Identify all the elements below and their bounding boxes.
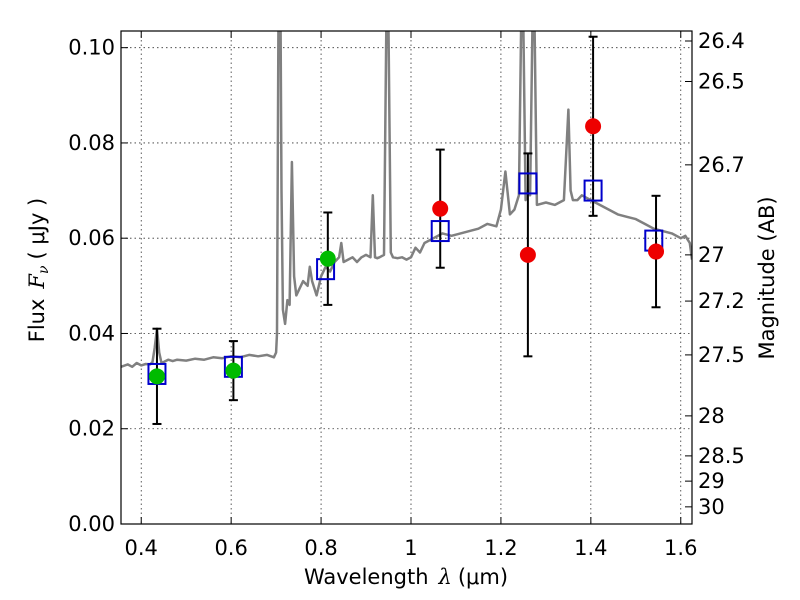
x-axis-ticks: 0.4 0.6 0.8 1 1.2 1.4 1.6 (125, 31, 697, 560)
magnitude-tick-label: 26.4 (698, 29, 745, 53)
magnitude-tick-label: 29 (698, 469, 725, 493)
spectrum-line (121, 31, 692, 369)
x-tick-label: 1.2 (484, 536, 517, 560)
x-tick-label: 0.4 (125, 536, 158, 560)
y-tick-label: 0.06 (68, 226, 115, 250)
magnitude-tick-label: 28.5 (698, 444, 745, 468)
magnitude-tick-label: 27 (698, 243, 725, 267)
magnitude-tick-label: 27.2 (698, 289, 745, 313)
model-point (430, 220, 450, 243)
x-tick-label: 0.6 (214, 536, 247, 560)
spectrum-layer (121, 31, 692, 369)
observed-point (432, 200, 449, 217)
x-tick-label: 1 (404, 536, 417, 560)
y-tick-label: 0.10 (68, 36, 115, 60)
observed-point (225, 362, 242, 379)
observed-point (585, 118, 602, 135)
magnitude-tick-label: 30 (698, 495, 725, 519)
y-tick-label: 0.08 (68, 131, 115, 155)
observed-point (519, 246, 536, 263)
model-point (518, 172, 538, 195)
magnitude-tick-label: 27.5 (698, 343, 745, 367)
y-axis-label: FluxFν( μJy ) (25, 198, 52, 342)
model-point (583, 179, 603, 202)
x-tick-label: 1.6 (664, 536, 697, 560)
y-tick-label: 0.02 (68, 417, 115, 441)
magnitude-tick-label: 26.7 (698, 153, 745, 177)
observed-point (319, 250, 336, 267)
observed-point (148, 368, 165, 385)
magnitude-tick-label: 26.5 (698, 69, 745, 93)
grid (121, 31, 692, 525)
y-tick-label: 0.04 (68, 321, 115, 345)
magnitude-tick-label: 28 (698, 404, 725, 428)
observed-point (648, 243, 665, 260)
marker-layer (147, 118, 665, 385)
x-tick-label: 0.8 (304, 536, 337, 560)
y-axis-ticks: 0.00 0.02 0.04 0.06 0.08 0.10 (68, 36, 128, 536)
plot-frame (120, 30, 693, 525)
x-axis-label: Wavelength λ (μm) (304, 565, 508, 589)
x-tick-label: 1.4 (574, 536, 607, 560)
magnitude-axis-label: Magnitude (AB) (755, 196, 779, 359)
y-tick-label: 0.00 (68, 512, 115, 536)
